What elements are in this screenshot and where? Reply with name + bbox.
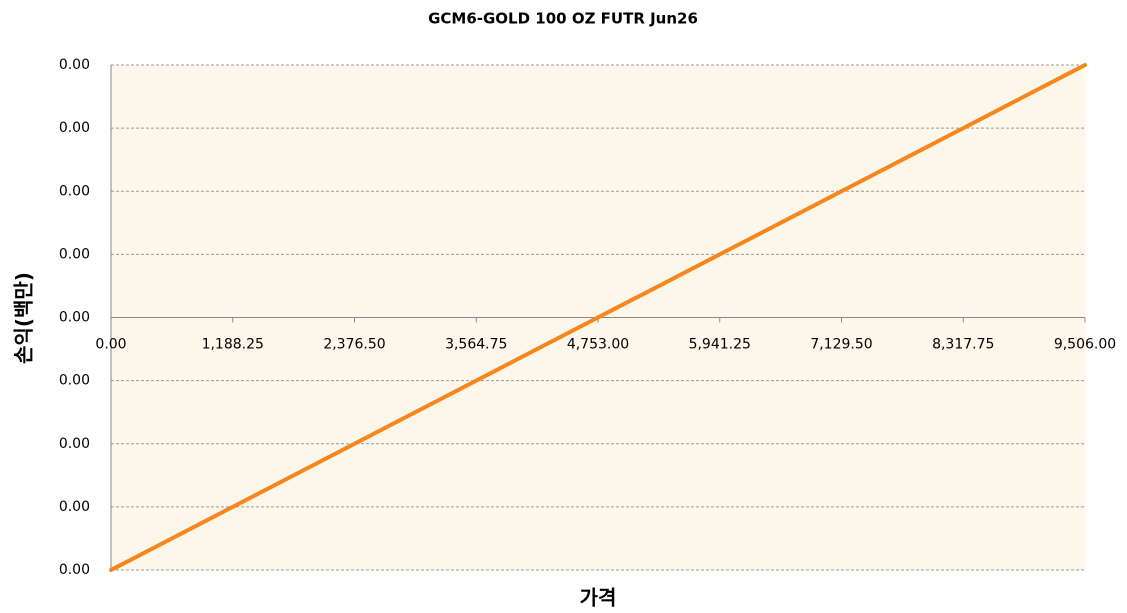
x-tick-label: 9,506.00 [1054, 337, 1116, 353]
y-tick-label: 0.00 [59, 436, 90, 452]
x-tick-label: 4,753.00 [567, 337, 629, 353]
x-tick-label: 8,317.75 [932, 337, 994, 353]
x-tick-label: 0.00 [95, 337, 126, 353]
line [109, 63, 1087, 572]
y-tick-label: 0.00 [59, 246, 90, 262]
y-tick-label: 0.00 [59, 310, 90, 326]
x-tick-label: 2,376.50 [323, 337, 385, 353]
y-axis-label: 손익(백만) [12, 272, 36, 364]
x-tick-label: 5,941.25 [689, 337, 751, 353]
x-tick-label: 7,129.50 [810, 337, 872, 353]
y-tick-label: 0.00 [59, 57, 90, 73]
y-tick-label: 0.00 [59, 183, 90, 199]
x-axis-label: 가격 [580, 586, 617, 610]
y-tick-label: 0.00 [59, 562, 90, 578]
x-tick-label: 3,564.75 [445, 337, 507, 353]
chart-title: GCM6-GOLD 100 OZ FUTR Jun26 [428, 10, 698, 28]
y-tick-label: 0.00 [59, 120, 90, 136]
y-tick-label: 0.00 [59, 373, 90, 389]
y-tick-label: 0.00 [59, 499, 90, 515]
x-tick-label: 1,188.25 [202, 337, 264, 353]
